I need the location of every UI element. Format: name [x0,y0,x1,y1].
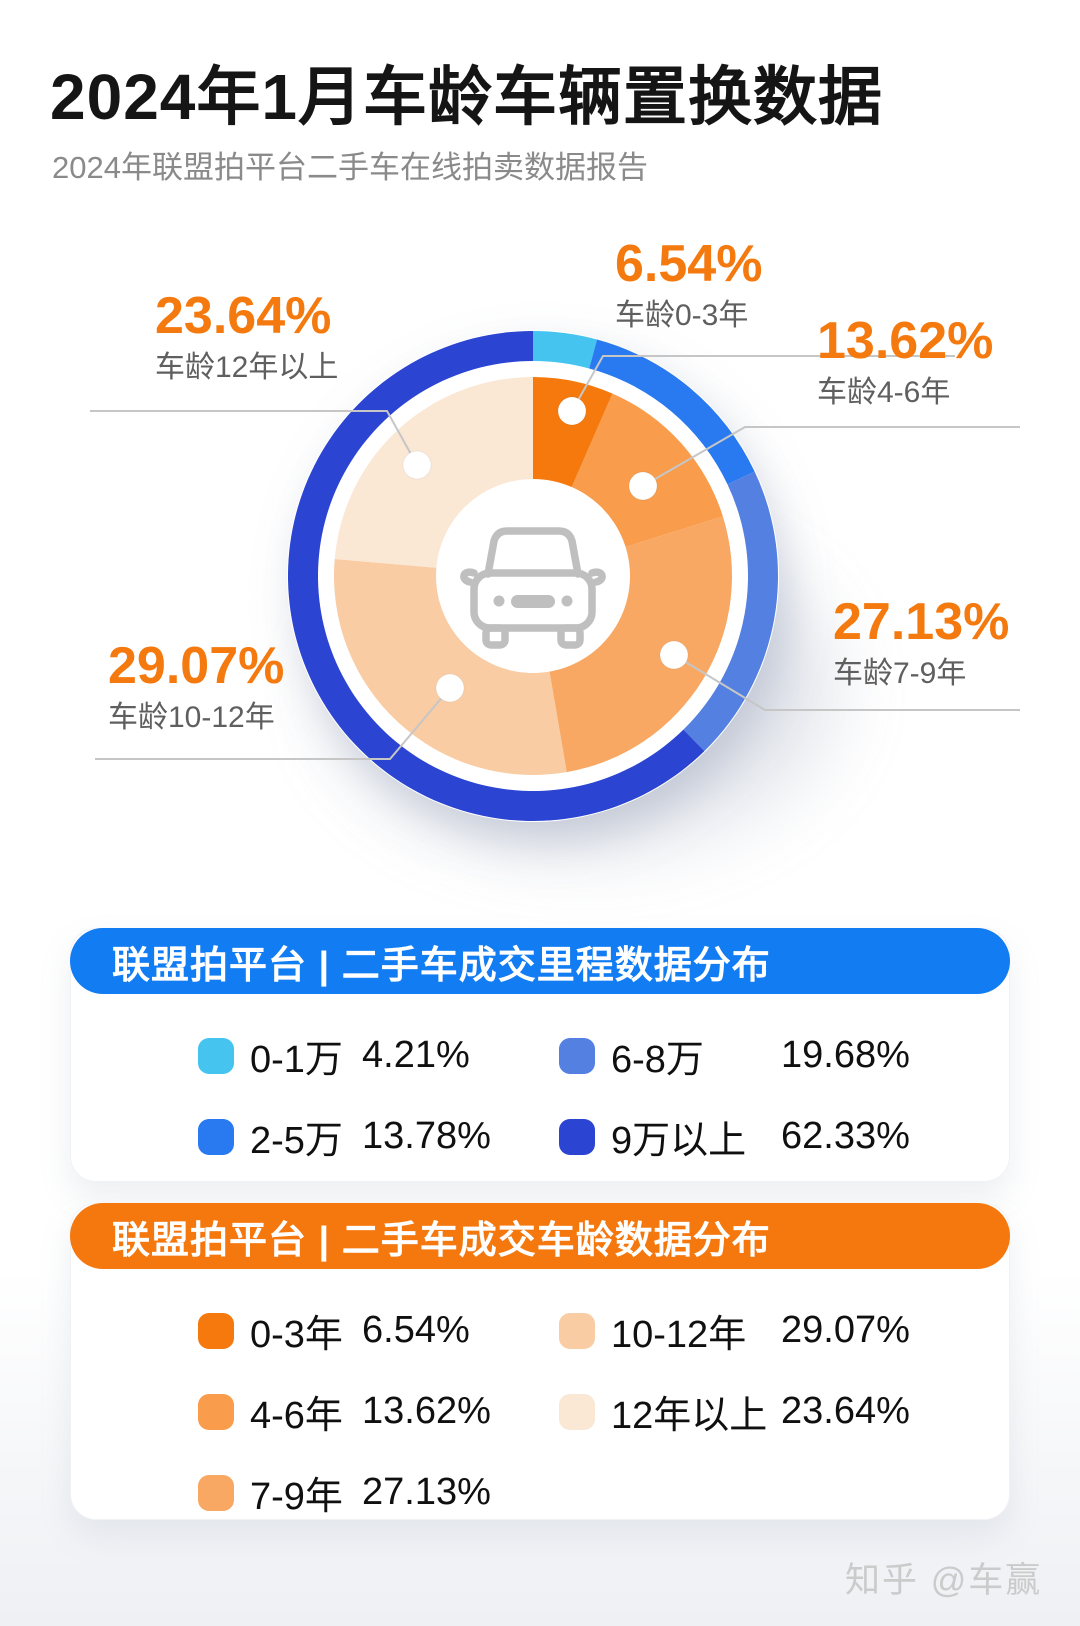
legend-label: 7-9年 [250,1476,343,1518]
callout-label: 车龄12年以上 [155,351,339,384]
legend-item-4-6nian: 4-6年 13.62% [198,1384,559,1439]
mileage-panel-title: 联盟拍平台 | 二手车成交里程数据分布 [112,944,771,987]
callout-label: 车龄10-12年 [108,701,275,734]
car-icon [460,527,606,649]
legend-item-6-8wan: 6-8万 19.68% [559,1028,1009,1083]
legend-value: 29.07% [781,1309,910,1351]
legend-swatch [559,1037,595,1074]
legend-value: 27.13% [362,1471,491,1513]
pie-segment-10-12年 [334,559,567,776]
donut-center [436,479,630,673]
callout-age-12plus: 23.64% 车龄12年以上 [155,290,338,383]
legend-swatch [198,1393,234,1430]
legend-swatch [198,1474,234,1511]
callout-dot-7-9年 [659,640,689,670]
ring-segment-9万以上 [287,331,705,821]
legend-label: 10-12年 [611,1314,747,1356]
callout-age-4-6: 13.62% 车龄4-6年 [817,315,993,408]
watermark: 知乎 @车赢 [845,1561,1043,1600]
callout-line-4-6年 [642,426,1020,487]
legend-swatch [198,1118,234,1155]
callout-label: 车龄7-9年 [833,657,967,690]
callout-age-0-3: 6.54% 车龄0-3年 [615,238,762,331]
callout-label: 车龄4-6年 [817,376,951,409]
legend-value: 6.54% [362,1309,470,1351]
age-legend: 0-3年 6.54% 10-12年 29.07% 4-6年 13.62% 12年… [71,1269,1009,1520]
legend-item-2-5wan: 2-5万 13.78% [198,1109,559,1164]
mileage-legend: 0-1万 4.21% 6-8万 19.68% 2-5万 13.78% 9万以上 … [71,994,1009,1164]
legend-label: 6-8万 [611,1039,704,1081]
callout-dot-4-6年 [628,471,658,501]
donut-shadow [335,530,835,850]
legend-item-9wan-plus: 9万以上 62.33% [559,1109,1009,1164]
callout-value: 6.54% [615,235,763,293]
legend-item-0-3nian: 0-3年 6.54% [198,1303,559,1358]
age-panel-title: 联盟拍平台 | 二手车成交车龄数据分布 [112,1219,771,1262]
legend-label: 4-6年 [250,1395,343,1437]
legend-label: 2-5万 [250,1120,343,1162]
legend-label: 0-3年 [250,1314,343,1356]
age-panel: 联盟拍平台 | 二手车成交车龄数据分布 0-3年 6.54% 10-12年 29… [70,1203,1010,1520]
legend-label: 9万以上 [611,1120,747,1162]
mileage-panel-header: 联盟拍平台 | 二手车成交里程数据分布 [70,928,1010,994]
page-subtitle: 2024年联盟拍平台二手车在线拍卖数据报告 [52,150,648,185]
legend-swatch [198,1312,234,1349]
pie-segment-12年以上 [334,376,533,576]
legend-swatch [559,1118,595,1155]
legend-value: 13.78% [362,1115,491,1157]
pie-segment-0-3年 [533,377,613,576]
callout-label: 车龄0-3年 [615,299,749,332]
callout-dot-0-3年 [557,396,587,426]
legend-item-10-12nian: 10-12年 29.07% [559,1303,1009,1358]
callout-dot-10-12年 [435,673,465,703]
callout-age-7-9: 27.13% 车龄7-9年 [833,596,1009,689]
callout-value: 29.07% [108,637,285,695]
ring-segment-6-8万 [683,471,778,752]
mileage-panel: 联盟拍平台 | 二手车成交里程数据分布 0-1万 4.21% 6-8万 19.6… [70,928,1010,1182]
legend-value: 13.62% [362,1390,491,1432]
pie-segment-4-6年 [533,393,723,576]
callout-value: 27.13% [833,593,1010,651]
legend-value: 19.68% [781,1034,910,1076]
page-title: 2024年1月车龄车辆置换数据 [50,61,883,133]
legend-swatch [198,1037,234,1074]
ring-segment-2-5万 [589,339,755,485]
callout-value: 23.64% [155,287,332,345]
pie-segment-7-9年 [533,516,732,773]
legend-swatch [559,1312,595,1349]
donut-base [287,330,779,822]
legend-item-7-9nian: 7-9年 27.13% [198,1465,559,1520]
legend-item-12nian-plus: 12年以上 23.64% [559,1384,1009,1439]
legend-value: 62.33% [781,1115,910,1157]
callout-line-12年以上 [90,410,418,466]
callout-value: 13.62% [817,312,994,370]
legend-item-0-1wan: 0-1万 4.21% [198,1028,559,1083]
callout-age-10-12: 29.07% 车龄10-12年 [108,640,284,733]
legend-value: 4.21% [362,1034,470,1076]
legend-label: 12年以上 [611,1395,768,1437]
legend-swatch [559,1393,595,1430]
callout-dot-12年以上 [402,450,432,480]
legend-value: 23.64% [781,1390,910,1432]
ring-segment-0-1万 [533,331,598,369]
age-panel-header: 联盟拍平台 | 二手车成交车龄数据分布 [70,1203,1010,1269]
legend-label: 0-1万 [250,1039,343,1081]
